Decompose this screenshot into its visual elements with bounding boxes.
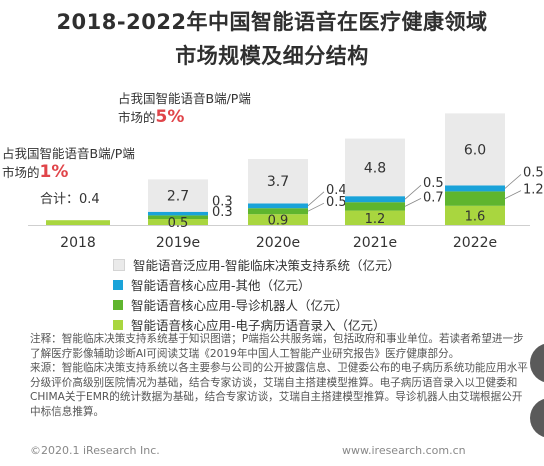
footer-copyright: ©2020.1 iResearch Inc. (30, 444, 160, 457)
legend-item: 智能语音核心应用-导诊机器人（亿元） (113, 295, 348, 314)
x-tick-label: 2020e (256, 235, 300, 251)
bar-segment (445, 113, 505, 186)
bar-segment (148, 211, 208, 216)
bar-segment (248, 159, 308, 204)
bar-segment (345, 210, 405, 225)
data-label: 4.8 (364, 160, 386, 176)
annotation-share-2022-pct: 5% (155, 107, 185, 127)
data-label: 0.5 (523, 165, 544, 180)
legend-swatch (113, 319, 123, 330)
bar-segment (148, 215, 208, 219)
label-leader-line (307, 202, 325, 212)
bar-segment (248, 208, 308, 215)
data-label: 1.6 (465, 209, 486, 224)
annotation-share-2022-text: 占我国智能语音B端/P端市场的 (118, 91, 251, 125)
label-leader-line (404, 184, 422, 200)
side-circle-decoration (530, 343, 544, 383)
stacked-bar-chart: 2018 2019e0.52.70.30.32020e0.93.70.50.420… (28, 113, 544, 251)
data-label: 0.3 (212, 194, 233, 209)
x-tick-label: 2019e (156, 235, 200, 251)
legend-swatch (113, 279, 123, 290)
bar-segment (445, 205, 505, 225)
chart-title-line2: 市场规模及细分结构 (175, 44, 369, 68)
data-label: 1.2 (365, 212, 386, 227)
label-leader-line (404, 198, 422, 207)
legend-swatch (113, 258, 125, 271)
bar-segment (345, 138, 405, 197)
bar-segment (46, 220, 110, 225)
data-label: 0.5 (423, 176, 444, 191)
bar-segment (445, 191, 505, 206)
bar-segment (345, 202, 405, 211)
legend-item: 智能语音核心应用-电子病历语音录入（亿元） (113, 315, 386, 334)
annotation-share-2018-pct: 1% (39, 162, 69, 182)
data-label: 2.7 (167, 189, 189, 205)
legend-label: 智能语音核心应用-电子病历语音录入（亿元） (131, 318, 386, 333)
note-text: 注释：智能临床决策支持系统基于知识图谱；P端指公共服务端，包括政府和事业单位。若… (30, 333, 524, 360)
legend-item: 智能语音核心应用-其他（亿元） (113, 275, 311, 294)
bar-segment (345, 196, 405, 203)
label-leader-line (504, 190, 522, 199)
data-label: 0.5 (326, 195, 347, 210)
x-tick-label: 2022e (453, 235, 497, 251)
data-label: 6.0 (464, 142, 486, 158)
legend-item: 智能语音泛应用-智能临床决策支持系统（亿元） (113, 255, 400, 274)
chart-title-line1: 2018-2022年中国智能语音在医疗健康领域 (56, 10, 488, 34)
data-label: 0.5 (168, 216, 189, 231)
side-circle-decoration (530, 398, 544, 438)
bar-segment (148, 219, 208, 225)
x-tick-label: 2021e (353, 235, 397, 251)
annotation-share-2018: 占我国智能语音B端/P端市场的1% (2, 145, 142, 182)
data-label: 0.4 (326, 183, 347, 198)
legend-label: 智能语音泛应用-智能临床决策支持系统（亿元） (133, 258, 401, 273)
bar-segment (148, 179, 208, 212)
bar-segment (248, 203, 308, 209)
label-leader-line (504, 174, 522, 189)
x-tick-label: 2018 (60, 235, 96, 251)
data-label: 0.3 (212, 205, 233, 220)
bar-segment (248, 214, 308, 225)
legend-swatch (113, 299, 123, 310)
label-leader-line (307, 191, 325, 207)
legend-label: 智能语音核心应用-其他（亿元） (131, 278, 311, 293)
footer-website: www.iresearch.com.cn (342, 444, 466, 457)
data-label: 0.9 (268, 214, 289, 229)
data-label: 0.7 (423, 190, 444, 205)
notes-block: 注释：智能临床决策支持系统基于知识图谱；P端指公共服务端，包括政府和事业单位。若… (30, 332, 530, 420)
bar-segment (445, 185, 505, 192)
data-label: 1.2 (523, 183, 544, 198)
data-label: 3.7 (267, 174, 289, 190)
source-text: 来源：智能临床决策支持系统以各主要参与公司的公开披露信息、卫健委公布的电子病历系… (30, 362, 528, 418)
annotation-share-2018-text: 占我国智能语音B端/P端市场的 (2, 146, 135, 180)
annotation-total-2018: 合计：0.4 (40, 192, 100, 207)
annotation-share-2022: 占我国智能语音B端/P端市场的5% (118, 90, 258, 127)
legend-label: 智能语音核心应用-导诊机器人（亿元） (131, 298, 349, 313)
